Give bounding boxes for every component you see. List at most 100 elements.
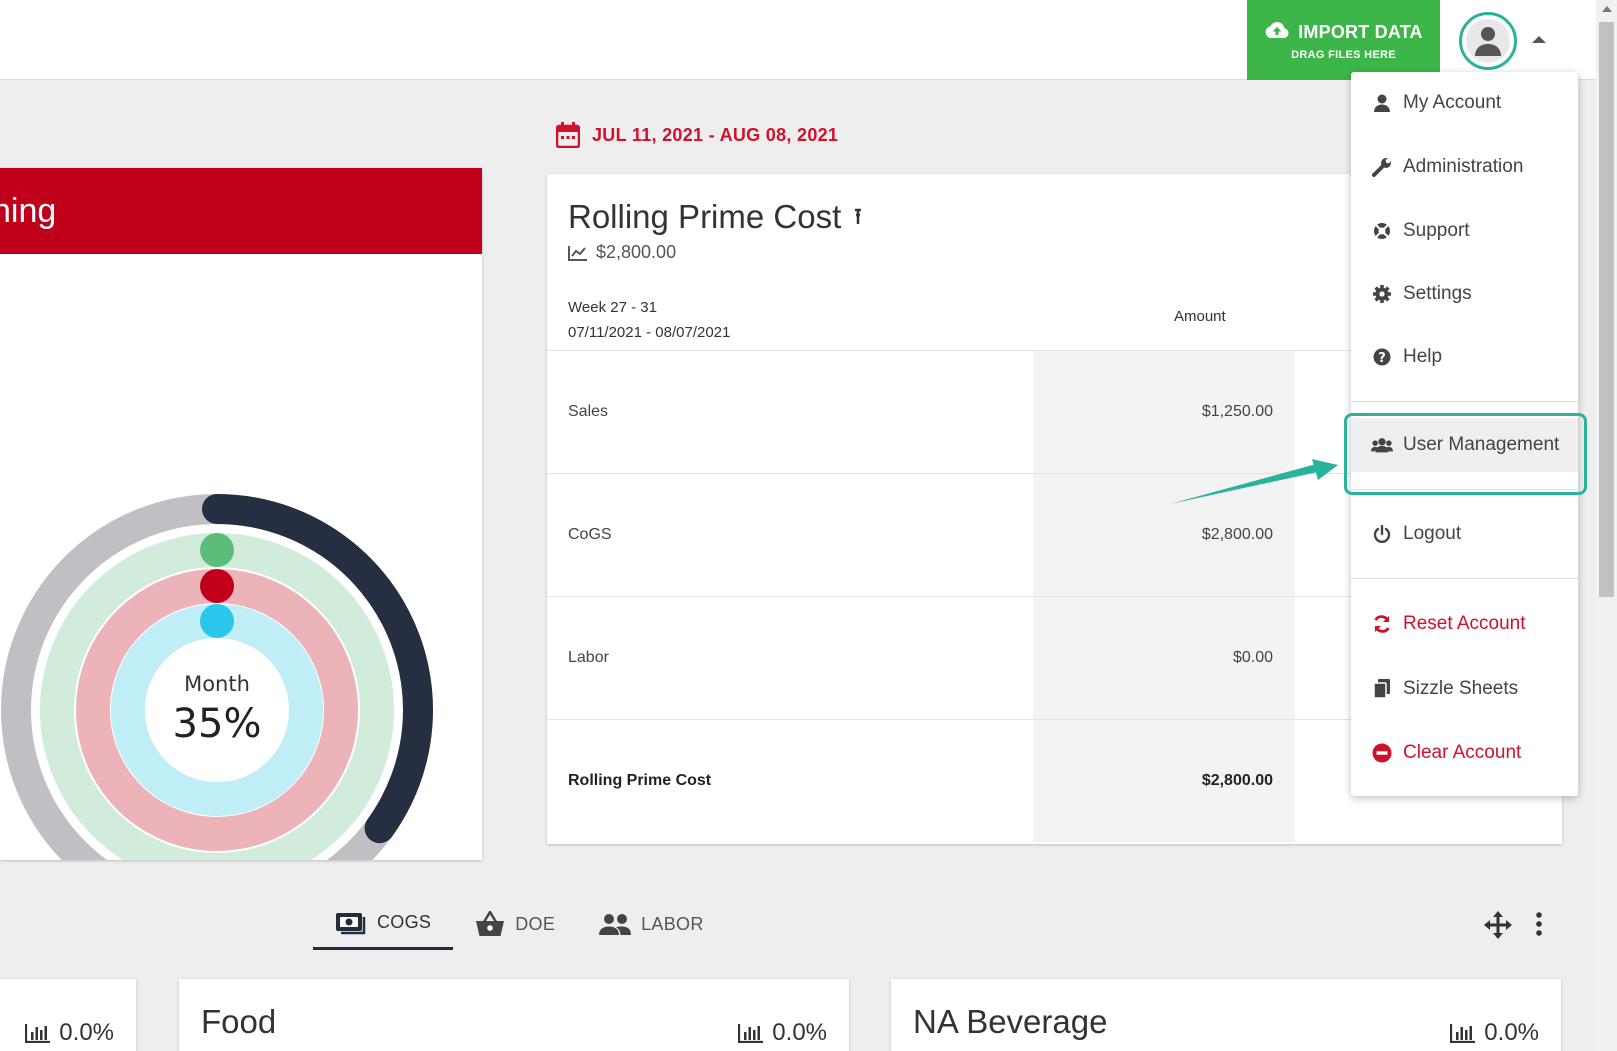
food-card-title: Food: [201, 1003, 277, 1040]
wrench-icon: [1371, 157, 1393, 177]
calendar-icon: [556, 122, 580, 148]
import-data-button[interactable]: IMPORT DATA DRAG FILES HERE: [1247, 0, 1440, 80]
tab-label: DOE: [515, 913, 556, 934]
month-summary-card: hing Month 35%: [0, 168, 482, 860]
menu-item-help[interactable]: ? Help: [1351, 330, 1578, 384]
month-donut-chart: Month 35%: [1, 494, 433, 860]
menu-item-label: Sizzle Sheets: [1403, 678, 1519, 699]
row-value: $1,250.00: [1201, 403, 1273, 420]
rolling-prime-cost-total: $2,800.00: [568, 242, 676, 263]
tab-doe[interactable]: DOE: [453, 898, 577, 950]
week-range: Week 27 - 31 07/11/2021 - 08/07/2021: [568, 295, 730, 345]
person-icon: [1371, 94, 1393, 112]
menu-caret-icon[interactable]: [1532, 36, 1546, 43]
row-label: Sales: [568, 403, 609, 420]
page-scrollbar[interactable]: [1596, 0, 1617, 1051]
menu-item-sizzle-sheets[interactable]: Sizzle Sheets: [1351, 662, 1578, 716]
svg-text:?: ?: [1378, 351, 1386, 366]
row-label: Rolling Prime Cost: [568, 772, 712, 789]
menu-item-label: Reset Account: [1403, 613, 1526, 634]
money-icon: [336, 912, 366, 934]
gear-icon: [1371, 284, 1393, 304]
ring-red-marker: [200, 569, 234, 603]
amount-column-header: Amount: [1174, 308, 1226, 325]
ring-blue-marker: [200, 604, 234, 638]
import-data-sublabel: DRAG FILES HERE: [1291, 48, 1396, 61]
question-icon: ?: [1371, 348, 1393, 366]
table-row: Sales $1,250.00: [547, 350, 1562, 473]
rolling-prime-cost-title: Rolling Prime Cost: [568, 198, 863, 236]
line-chart-icon: [568, 245, 587, 261]
menu-item-label: Clear Account: [1403, 742, 1522, 763]
month-summary-header: hing: [0, 168, 482, 254]
summary-card-percentage: 0.0%: [25, 1019, 114, 1047]
donut-center-value: 35%: [173, 701, 262, 747]
menu-item-reset-account[interactable]: Reset Account: [1351, 597, 1578, 651]
menu-item-support[interactable]: Support: [1351, 204, 1578, 258]
scroll-up-icon[interactable]: [1602, 6, 1612, 12]
bar-chart-icon: [25, 1024, 51, 1043]
row-value: $2,800.00: [1201, 772, 1273, 789]
table-row: Labor $0.00: [547, 596, 1562, 719]
minus-circle-icon: [1371, 743, 1393, 763]
row-label: CoGS: [568, 526, 612, 543]
move-icon[interactable]: [1483, 910, 1513, 945]
copy-icon: [1371, 679, 1393, 699]
import-data-label: IMPORT DATA: [1298, 21, 1423, 42]
tab-label: LABOR: [641, 913, 704, 934]
menu-item-label: Logout: [1403, 523, 1462, 544]
menu-item-settings[interactable]: Settings: [1351, 267, 1578, 321]
info-icon[interactable]: [853, 206, 863, 228]
ring-outer-progress: [202, 494, 433, 844]
menu-item-administration[interactable]: Administration: [1351, 140, 1578, 194]
row-value: $0.00: [1232, 649, 1273, 666]
people-icon: [599, 914, 632, 935]
tab-cogs[interactable]: COGS: [313, 898, 454, 950]
row-value: $2,800.00: [1201, 526, 1273, 543]
cloud-upload-icon: [1264, 20, 1290, 45]
tab-labor[interactable]: LABOR: [577, 898, 726, 950]
user-avatar[interactable]: [1459, 12, 1517, 70]
row-label: Labor: [568, 649, 609, 666]
date-range-text: JUL 11, 2021 - AUG 08, 2021: [592, 124, 839, 145]
na-beverage-card-title: NA Beverage: [913, 1003, 1108, 1040]
basket-icon: [476, 911, 505, 936]
lifebuoy-icon: [1371, 222, 1393, 240]
menu-item-my-account[interactable]: My Account: [1351, 76, 1578, 130]
menu-item-label: Administration: [1403, 156, 1524, 177]
rolling-prime-cost-table: Sales $1,250.00 CoGS $2,800.00 Labor $0.…: [547, 350, 1562, 842]
ring-green-marker: [200, 533, 234, 567]
users-icon: [1371, 437, 1393, 453]
user-management-highlight: [1344, 413, 1587, 495]
table-row-total: Rolling Prime Cost $2,800.00: [547, 719, 1562, 842]
menu-item-label: User Management: [1403, 434, 1560, 455]
user-avatar-icon: [1475, 27, 1501, 56]
month-summary-title: hing: [0, 191, 57, 230]
na-beverage-card: NA Beverage 0.0%: [891, 979, 1561, 1051]
bar-chart-icon: [1450, 1024, 1476, 1043]
menu-item-label: My Account: [1403, 92, 1502, 113]
date-range-picker[interactable]: JUL 11, 2021 - AUG 08, 2021: [556, 122, 838, 148]
menu-item-logout[interactable]: Logout: [1351, 507, 1578, 561]
bar-chart-icon: [738, 1024, 764, 1043]
scroll-thumb[interactable]: [1599, 22, 1614, 597]
user-dropdown-menu: My Account Administration Support Settin…: [1351, 72, 1578, 796]
refresh-icon: [1371, 614, 1393, 634]
week-label: Week 27 - 31: [568, 299, 657, 316]
menu-item-user-management[interactable]: User Management: [1351, 418, 1578, 472]
donut-center-label: Month: [184, 672, 250, 696]
food-card: Food 0.0%: [179, 979, 849, 1051]
tab-label: COGS: [377, 912, 432, 932]
food-card-percentage: 0.0%: [738, 1019, 827, 1047]
na-beverage-card-percentage: 0.0%: [1450, 1019, 1539, 1047]
menu-item-label: Support: [1403, 220, 1470, 241]
menu-item-label: Help: [1403, 346, 1443, 367]
power-icon: [1371, 525, 1393, 543]
top-bar: IMPORT DATA DRAG FILES HERE: [0, 0, 1617, 80]
more-options-icon[interactable]: [1535, 912, 1543, 941]
week-dates: 07/11/2021 - 08/07/2021: [568, 324, 731, 341]
category-tabs: COGS DOE LABOR: [313, 898, 726, 950]
menu-item-label: Settings: [1403, 283, 1472, 304]
menu-item-clear-account[interactable]: Clear Account: [1351, 726, 1578, 780]
summary-card: 0.0%: [0, 979, 136, 1051]
